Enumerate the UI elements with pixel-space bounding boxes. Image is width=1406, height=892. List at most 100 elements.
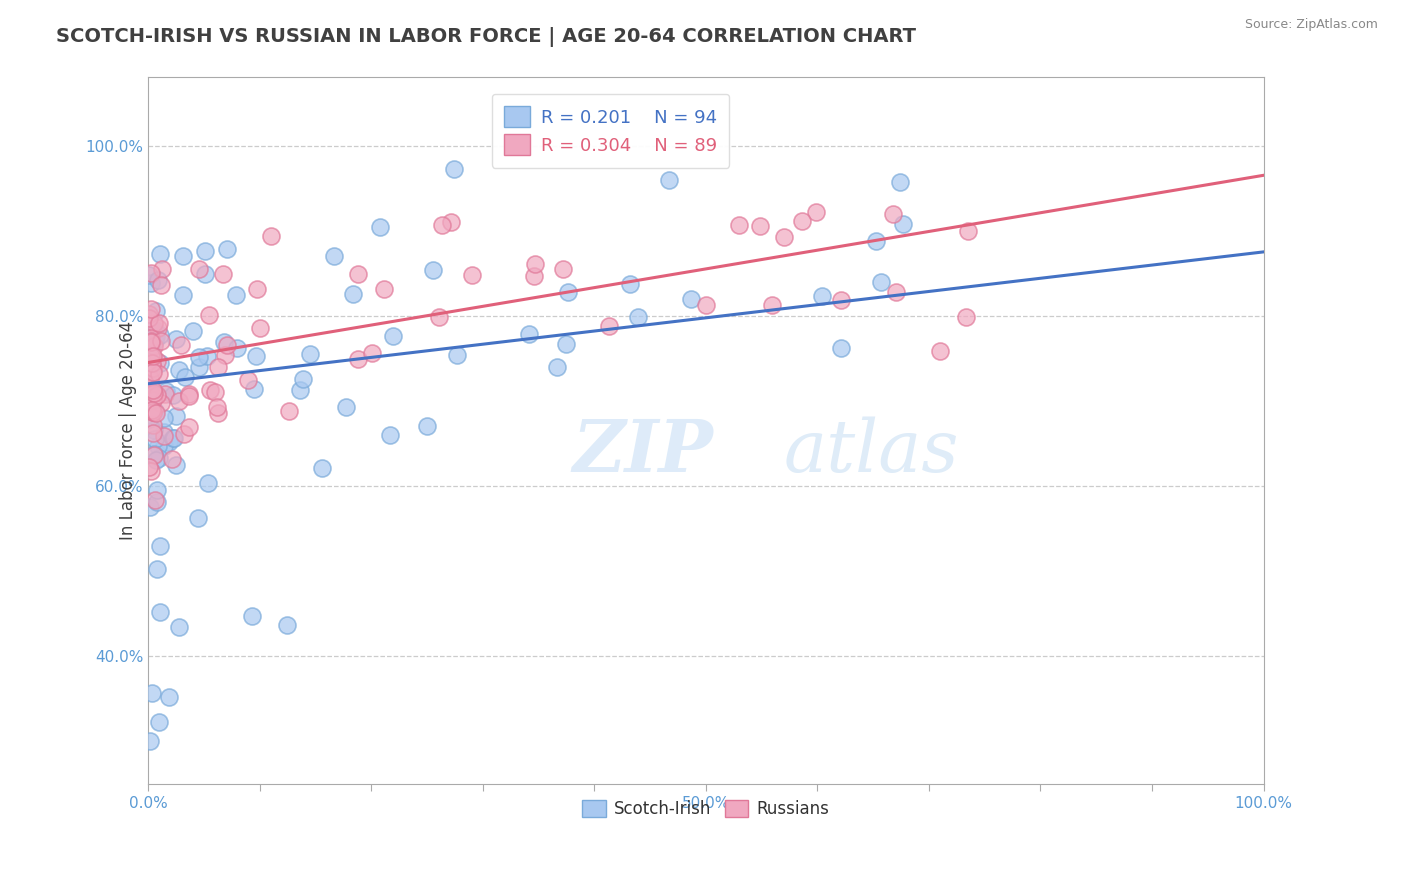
Point [142,423,165,437]
Point [173,427,195,442]
Point [138,383,160,397]
Point [143,323,166,337]
Point [681,292,703,306]
Point [142,365,165,379]
Point [165,409,187,423]
Point [167,393,190,408]
Point [749,219,772,233]
Point [145,406,167,420]
Point [260,229,283,244]
Text: Source: ZipAtlas.com: Source: ZipAtlas.com [1244,18,1378,31]
Point [138,307,160,321]
Point [141,356,163,370]
Point [162,388,184,402]
Point [145,303,167,318]
Point [242,609,264,624]
Point [193,267,215,281]
Point [170,338,193,352]
Point [929,344,952,359]
Point [415,419,437,434]
Point [146,354,169,368]
Point [143,339,166,353]
Point [142,360,165,375]
Point [139,322,162,336]
Point [200,383,222,397]
Point [142,383,165,397]
Point [138,268,160,283]
Point [143,385,166,400]
Point [152,429,174,443]
Point [143,334,166,348]
Point [810,289,832,303]
Point [143,316,166,330]
Point [658,172,681,186]
Point [155,384,177,398]
Point [139,464,162,478]
Point [830,341,852,355]
Point [245,349,267,363]
Point [150,278,173,293]
Point [148,540,170,554]
Point [205,400,228,414]
Point [142,349,165,363]
Point [142,426,165,441]
Point [806,205,828,219]
Point [761,298,783,312]
Point [422,262,444,277]
Point [335,400,357,414]
Point [177,420,200,434]
Point [207,406,229,420]
Point [830,293,852,308]
Point [146,321,169,335]
Point [243,382,266,396]
Point [291,372,314,386]
Point [188,351,211,365]
Point [148,316,170,330]
Point [523,268,546,283]
Point [143,433,166,447]
Point [214,348,236,362]
Point [956,224,979,238]
Point [246,282,269,296]
Point [187,510,209,524]
Point [870,275,893,289]
Point [153,386,176,401]
Text: ZIP: ZIP [572,417,713,487]
Point [150,334,173,348]
Point [211,267,233,281]
Point [141,403,163,417]
Point [546,360,568,375]
Point [160,452,183,467]
Point [373,282,395,296]
Text: SCOTCH-IRISH VS RUSSIAN IN LABOR FORCE | AGE 20-64 CORRELATION CHART: SCOTCH-IRISH VS RUSSIAN IN LABOR FORCE |… [56,27,917,46]
Point [194,244,217,259]
Point [204,384,226,399]
Point [146,388,169,402]
Point [517,326,540,341]
Point [143,390,166,404]
Point [153,410,176,425]
Point [139,349,162,363]
Point [141,334,163,348]
Point [298,346,321,360]
Point [145,329,167,343]
Point [368,219,391,234]
Point [143,493,166,508]
Point [215,338,238,352]
Point [162,431,184,445]
Point [139,500,162,514]
Point [163,432,186,446]
Point [889,175,911,189]
Point [225,287,247,301]
Point [276,618,298,632]
Point [598,319,620,334]
Point [142,405,165,419]
Point [141,391,163,405]
Point [278,404,301,418]
Point [172,287,194,301]
Point [141,276,163,290]
Point [430,218,453,232]
Y-axis label: In Labor Force | Age 20-64: In Labor Force | Age 20-64 [120,321,136,541]
Point [143,404,166,418]
Point [198,308,221,322]
